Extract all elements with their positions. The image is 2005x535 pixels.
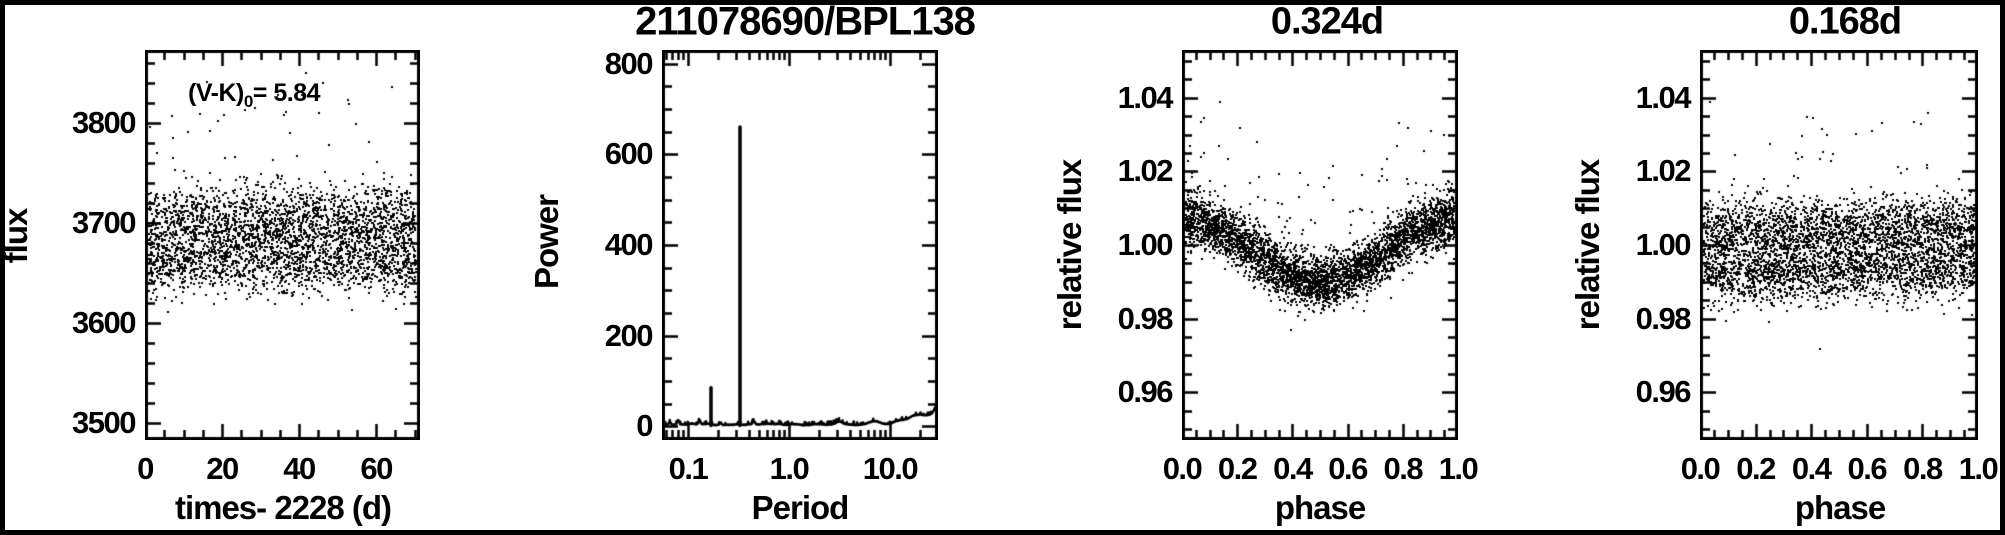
time-axis-label: times- 2228 (d) <box>174 489 392 526</box>
phase-axis-label-2: phase <box>1794 489 1886 526</box>
vk-annotation-post: = 5.84 <box>252 79 321 107</box>
flux-time-scatter-plot <box>145 50 420 440</box>
tick-label: 0 <box>137 451 154 486</box>
tick-label: 60 <box>360 451 393 486</box>
tick-label: 3500 <box>72 405 136 440</box>
tick-label: 0.98 <box>1635 300 1692 336</box>
tick-label: 0.96 <box>1635 374 1692 410</box>
tick-label: 800 <box>604 45 654 81</box>
tick-label: 0.8 <box>1903 451 1943 486</box>
tick-label: 0.4 <box>1273 451 1313 486</box>
tick-label: 0.0 <box>1680 451 1721 486</box>
panel-0324-title: 0.324d <box>1270 0 1384 43</box>
vk-annotation-pre: (V-K) <box>188 79 244 107</box>
tick-label: 1.0 <box>1438 451 1479 486</box>
tick-label: 10.0 <box>862 451 919 486</box>
phase-axis-label-1: phase <box>1274 489 1366 526</box>
tick-label: 1.02 <box>1635 153 1692 189</box>
tick-label: 1.0 <box>1958 451 1999 486</box>
tick-label: 1.04 <box>1117 79 1174 115</box>
tick-label: 3800 <box>72 105 136 140</box>
tick-label: 1.00 <box>1117 227 1174 262</box>
tick-label: 0.2 <box>1217 451 1258 486</box>
tick-label: 3700 <box>72 205 136 240</box>
period-axis-label: Period <box>751 489 850 526</box>
tick-label: 1.0 <box>769 451 810 486</box>
tick-label: 400 <box>604 227 654 262</box>
panel-0168-title: 0.168d <box>1788 0 1902 43</box>
tick-label: 200 <box>604 317 654 353</box>
tick-label: 1.04 <box>1635 79 1692 115</box>
tick-label: 0.4 <box>1791 451 1832 486</box>
vk-color-annotation: (V-K)0= 5.84 <box>188 79 321 112</box>
periodogram-plot <box>662 50 938 440</box>
phase-fold-0168-plot <box>1700 50 1978 440</box>
figure-title: 211078690/BPL138 <box>635 0 976 44</box>
tick-label: 0.0 <box>1162 451 1203 486</box>
tick-label: 1.00 <box>1635 227 1692 262</box>
tick-label: 0.96 <box>1117 374 1174 410</box>
tick-label: 0.98 <box>1117 300 1174 336</box>
tick-label: 0.6 <box>1328 451 1368 486</box>
vk-annotation-sub: 0 <box>243 92 253 111</box>
tick-label: 0.2 <box>1736 451 1776 486</box>
tick-label: 0.1 <box>668 451 709 486</box>
phase-fold-0324-plot <box>1182 50 1458 440</box>
tick-label: 600 <box>604 136 654 172</box>
tick-label: 0.6 <box>1847 451 1887 486</box>
tick-label: 40 <box>283 451 316 486</box>
tick-label: 0.8 <box>1383 451 1423 486</box>
tick-label: 0 <box>636 408 653 444</box>
tick-label: 20 <box>206 451 239 486</box>
tick-label: 3600 <box>72 305 136 340</box>
tick-label: 1.02 <box>1117 153 1174 189</box>
